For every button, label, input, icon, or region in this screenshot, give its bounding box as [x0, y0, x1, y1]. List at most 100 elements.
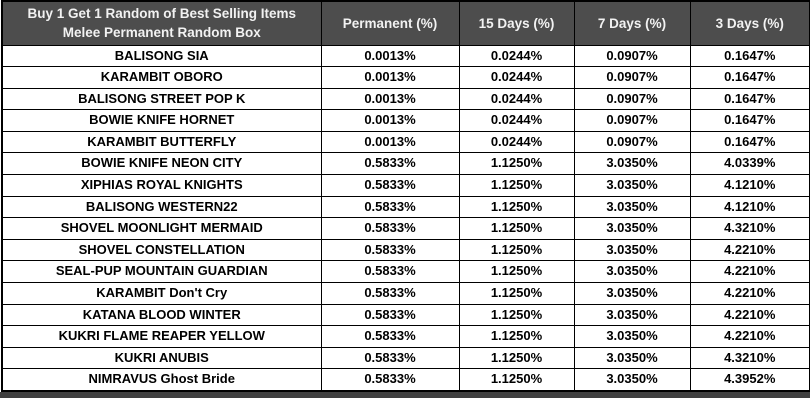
permanent-rate-cell: 0.5833% — [320, 368, 460, 392]
table-row: SHOVEL CONSTELLATION 0.5833% 1.1250% 3.0350… — [1, 238, 810, 262]
rate-15-days-cell: 1.1250% — [458, 174, 575, 197]
permanent-rate-cell: 0.5833% — [320, 325, 460, 348]
column-header-3-days: 3 Days (%) — [689, 0, 810, 46]
rate-15-days-cell: 1.1250% — [458, 238, 575, 262]
header-row: Buy 1 Get 1 Random of Best Selling Items… — [1, 0, 810, 46]
rate-3-days-cell: 4.1210% — [689, 174, 810, 197]
permanent-rate-cell: 0.5833% — [320, 282, 460, 305]
permanent-rate-cell: 0.5833% — [320, 238, 460, 262]
rate-15-days-cell: 1.1250% — [458, 260, 575, 284]
rate-3-days-cell: 4.0339% — [689, 152, 810, 176]
rate-3-days-cell: 4.2210% — [689, 325, 810, 348]
rate-7-days-cell: 0.0907% — [573, 130, 691, 154]
permanent-rate-cell: 0.5833% — [320, 152, 460, 176]
rate-3-days-cell: 4.2210% — [689, 282, 810, 305]
rate-15-days-cell: 1.1250% — [458, 217, 575, 240]
permanent-rate-cell: 0.0013% — [320, 109, 460, 132]
rate-3-days-cell: 0.1647% — [689, 44, 810, 68]
rate-3-days-cell: 4.3210% — [689, 346, 810, 370]
permanent-rate-cell: 0.5833% — [320, 195, 460, 219]
table-row: SHOVEL MOONLIGHT MERMAID 0.5833% 1.1250% 3.… — [1, 217, 810, 240]
rate-3-days-cell: 4.2210% — [689, 260, 810, 284]
rate-7-days-cell: 3.0350% — [573, 346, 691, 370]
rate-7-days-cell: 0.0907% — [573, 109, 691, 132]
table-row: BALISONG WESTERN22 0.5833% 1.1250% 3.0350% 4… — [1, 195, 810, 219]
item-name-cell: SHOVEL MOONLIGHT MERMAID — [1, 217, 322, 240]
rate-15-days-cell: 1.1250% — [458, 346, 575, 370]
rate-7-days-cell: 3.0350% — [573, 238, 691, 262]
table-row: KUKRI ANUBIS 0.5833% 1.1250% 3.0350% 4.3210% — [1, 346, 810, 370]
item-name-cell: BALISONG STREET POP K — [1, 87, 322, 111]
item-name-cell: KARAMBIT BUTTERFLY — [1, 130, 322, 154]
item-name-cell: KUKRI ANUBIS — [1, 346, 322, 370]
rate-3-days-cell: 0.1647% — [689, 130, 810, 154]
rate-3-days-cell: 0.1647% — [689, 109, 810, 132]
rate-3-days-cell: 0.1647% — [689, 66, 810, 89]
column-header-7-days: 7 Days (%) — [573, 0, 691, 46]
item-name-cell: SHOVEL CONSTELLATION — [1, 238, 322, 262]
table-row: NIMRAVUS Ghost Bride 0.5833% 1.1250% 3.0350… — [1, 368, 810, 392]
table-row: KATANA BLOOD WINTER 0.5833% 1.1250% 3.0350%… — [1, 303, 810, 327]
rate-7-days-cell: 3.0350% — [573, 152, 691, 176]
rate-3-days-cell: 4.2210% — [689, 303, 810, 327]
item-name-cell: SEAL-PUP MOUNTAIN GUARDIAN — [1, 260, 322, 284]
rate-7-days-cell: 3.0350% — [573, 260, 691, 284]
rate-15-days-cell: 1.1250% — [458, 303, 575, 327]
rate-15-days-cell: 1.1250% — [458, 325, 575, 348]
rate-7-days-cell: 3.0350% — [573, 325, 691, 348]
rate-15-days-cell: 1.1250% — [458, 368, 575, 392]
rate-15-days-cell: 1.1250% — [458, 152, 575, 176]
rate-15-days-cell: 0.0244% — [458, 87, 575, 111]
permanent-rate-cell: 0.5833% — [320, 346, 460, 370]
column-header-15-days: 15 Days (%) — [458, 0, 575, 46]
rate-3-days-cell: 4.2210% — [689, 238, 810, 262]
rate-3-days-cell: 0.1647% — [689, 87, 810, 111]
permanent-rate-cell: 0.5833% — [320, 174, 460, 197]
rate-15-days-cell: 0.0244% — [458, 44, 575, 68]
drop-rate-table: Buy 1 Get 1 Random of Best Selling Items… — [1, 0, 810, 392]
item-name-cell: XIPHIAS ROYAL KNIGHTS — [1, 174, 322, 197]
permanent-rate-cell: 0.5833% — [320, 217, 460, 240]
table-bottom-border-bar — [0, 392, 810, 398]
box-title-line2: Melee Permanent Random Box — [62, 25, 261, 41]
box-title-line1: Buy 1 Get 1 Random of Best Selling Items — [27, 6, 297, 22]
table-row: SEAL-PUP MOUNTAIN GUARDIAN 0.5833% 1.1250%… — [1, 260, 810, 284]
table-row: KARAMBIT BUTTERFLY 0.0013% 0.0244% 0.0907% 0… — [1, 130, 810, 154]
permanent-rate-cell: 0.0013% — [320, 44, 460, 68]
permanent-rate-cell: 0.0013% — [320, 66, 460, 89]
rate-3-days-cell: 4.1210% — [689, 195, 810, 219]
rate-7-days-cell: 3.0350% — [573, 368, 691, 392]
rate-15-days-cell: 0.0244% — [458, 109, 575, 132]
permanent-rate-cell: 0.0013% — [320, 87, 460, 111]
table-row: KARAMBIT OBORO 0.0013% 0.0244% 0.0907% 0.164… — [1, 66, 810, 89]
rate-15-days-cell: 1.1250% — [458, 282, 575, 305]
rate-15-days-cell: 1.1250% — [458, 195, 575, 219]
table-row: BALISONG SIA 0.0013% 0.0244% 0.0907% 0.1647% — [1, 44, 810, 68]
rate-7-days-cell: 0.0907% — [573, 87, 691, 111]
table-row: BOWIE KNIFE HORNET 0.0013% 0.0244% 0.0907% 0… — [1, 109, 810, 132]
table-body: BALISONG SIA 0.0013% 0.0244% 0.0907% 0.1647%… — [1, 44, 810, 392]
table-row: XIPHIAS ROYAL KNIGHTS 0.5833% 1.1250% 3.035… — [1, 174, 810, 197]
item-name-cell: BOWIE KNIFE NEON CITY — [1, 152, 322, 176]
table-row: BALISONG STREET POP K 0.0013% 0.0244% 0.090… — [1, 87, 810, 111]
table-row: BOWIE KNIFE NEON CITY 0.5833% 1.1250% 3.035… — [1, 152, 810, 176]
rate-7-days-cell: 3.0350% — [573, 303, 691, 327]
item-name-cell: KATANA BLOOD WINTER — [1, 303, 322, 327]
rate-7-days-cell: 3.0350% — [573, 217, 691, 240]
table-row: KUKRI FLAME REAPER YELLOW 0.5833% 1.1250% 3… — [1, 325, 810, 348]
item-name-cell: KARAMBIT Don't Cry — [1, 282, 322, 305]
permanent-rate-cell: 0.5833% — [320, 303, 460, 327]
rate-7-days-cell: 0.0907% — [573, 44, 691, 68]
rate-7-days-cell: 0.0907% — [573, 66, 691, 89]
rate-7-days-cell: 3.0350% — [573, 282, 691, 305]
permanent-rate-cell: 0.0013% — [320, 130, 460, 154]
item-name-cell: BALISONG WESTERN22 — [1, 195, 322, 219]
column-header-permanent: Permanent (%) — [320, 0, 460, 46]
rate-7-days-cell: 3.0350% — [573, 174, 691, 197]
item-name-cell: BALISONG SIA — [1, 44, 322, 68]
table-header: Buy 1 Get 1 Random of Best Selling Items… — [1, 0, 810, 46]
permanent-rate-cell: 0.5833% — [320, 260, 460, 284]
item-name-cell: KUKRI FLAME REAPER YELLOW — [1, 325, 322, 348]
rate-15-days-cell: 0.0244% — [458, 130, 575, 154]
